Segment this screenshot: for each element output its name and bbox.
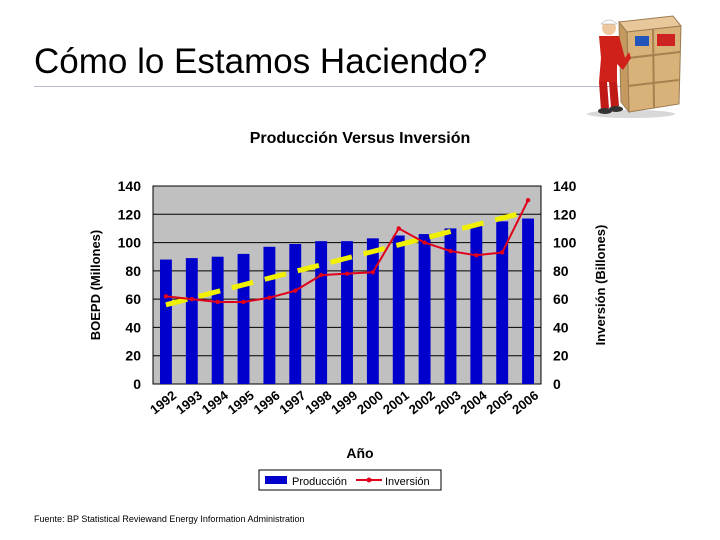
y-tick-label-right: 40 bbox=[553, 319, 569, 335]
investment-point bbox=[189, 296, 194, 302]
legend-marker-investment bbox=[366, 477, 372, 483]
investment-point bbox=[318, 272, 324, 278]
x-axis-title: Año bbox=[346, 445, 373, 461]
investment-point bbox=[525, 197, 531, 203]
investment-point bbox=[474, 253, 479, 258]
production-bar bbox=[418, 234, 431, 384]
x-tick-label: 2004 bbox=[458, 387, 491, 417]
y-tick-label-left: 100 bbox=[118, 235, 142, 251]
production-vs-investment-chart: Producción Versus Inversión 0 20 40 60 80 100… bbox=[88, 130, 608, 491]
legend-label-production: Producción bbox=[292, 476, 347, 488]
production-bar bbox=[185, 258, 198, 384]
legend-label-investment: Inversión bbox=[385, 476, 430, 488]
x-tick-label: 1993 bbox=[173, 388, 205, 418]
production-bar bbox=[392, 235, 405, 384]
y-tick-label-left: 80 bbox=[125, 263, 141, 279]
production-bar bbox=[341, 241, 353, 384]
y-tick-label-right: 120 bbox=[553, 206, 577, 222]
slide-title: Cómo lo Estamos Haciendo? bbox=[34, 42, 488, 81]
chart-title: Producción Versus Inversión bbox=[250, 130, 471, 147]
production-bar bbox=[522, 218, 535, 384]
legend-swatch-production bbox=[265, 476, 287, 484]
y-tick-label-right: 80 bbox=[553, 263, 569, 279]
x-tick-label: 1997 bbox=[276, 388, 308, 418]
y-tick-label-left: 120 bbox=[118, 206, 142, 222]
y-tick-label-right: 0 bbox=[553, 376, 561, 392]
investment-point bbox=[241, 299, 246, 305]
x-tick-label: 2000 bbox=[354, 388, 386, 418]
y-tick-label-right: 60 bbox=[553, 291, 569, 307]
y-axis-title-left: BOEPD (Millones) bbox=[88, 230, 103, 341]
production-bar bbox=[470, 224, 483, 384]
investment-point bbox=[163, 294, 169, 299]
title-divider bbox=[34, 86, 644, 87]
production-bar bbox=[496, 221, 509, 384]
production-bar bbox=[159, 259, 172, 384]
y-tick-label-left: 20 bbox=[125, 348, 141, 364]
y-tick-label-left: 60 bbox=[125, 291, 141, 307]
x-tick-label: 1998 bbox=[302, 388, 334, 418]
production-bar bbox=[444, 228, 457, 384]
y-tick-label-right: 20 bbox=[553, 348, 569, 364]
investment-point bbox=[422, 240, 427, 245]
investment-point bbox=[215, 299, 220, 305]
x-tick-label: 1995 bbox=[225, 388, 257, 418]
production-bar bbox=[211, 256, 224, 384]
x-tick-label: 1994 bbox=[199, 387, 232, 417]
investment-point bbox=[448, 248, 453, 254]
production-bar bbox=[315, 241, 328, 384]
investment-point bbox=[500, 250, 505, 255]
production-bar bbox=[263, 246, 276, 384]
x-tick-label: 2006 bbox=[509, 388, 541, 418]
investment-point bbox=[344, 271, 350, 276]
x-tick-label: 2005 bbox=[483, 388, 515, 418]
production-bar bbox=[289, 243, 302, 384]
production-bar bbox=[366, 238, 379, 384]
source-footnote: Fuente: BP Statistical Reviewand Energy … bbox=[34, 514, 305, 524]
x-tick-label: 2002 bbox=[406, 388, 438, 418]
investment-point bbox=[293, 288, 298, 293]
x-tick-label: 2001 bbox=[380, 388, 412, 418]
y-axis-title-right: Inversión (Billones) bbox=[593, 225, 608, 346]
y-tick-label-left: 140 bbox=[118, 178, 142, 194]
y-tick-label-left: 0 bbox=[133, 376, 141, 392]
legend-box bbox=[258, 469, 442, 491]
x-tick-label: 2003 bbox=[432, 388, 464, 418]
investment-point bbox=[396, 226, 401, 231]
x-tick-label: 1999 bbox=[328, 388, 360, 418]
trendline bbox=[165, 209, 529, 308]
investment-point bbox=[267, 295, 272, 300]
x-tick-label: 1992 bbox=[147, 388, 179, 418]
y-tick-label-left: 40 bbox=[125, 319, 141, 335]
y-tick-label-right: 140 bbox=[553, 178, 577, 194]
production-bar bbox=[237, 253, 250, 384]
x-tick-label: 1996 bbox=[251, 388, 283, 418]
worker-with-crate-illustration bbox=[587, 15, 682, 118]
y-tick-label-right: 100 bbox=[553, 235, 577, 251]
investment-point bbox=[370, 270, 376, 275]
